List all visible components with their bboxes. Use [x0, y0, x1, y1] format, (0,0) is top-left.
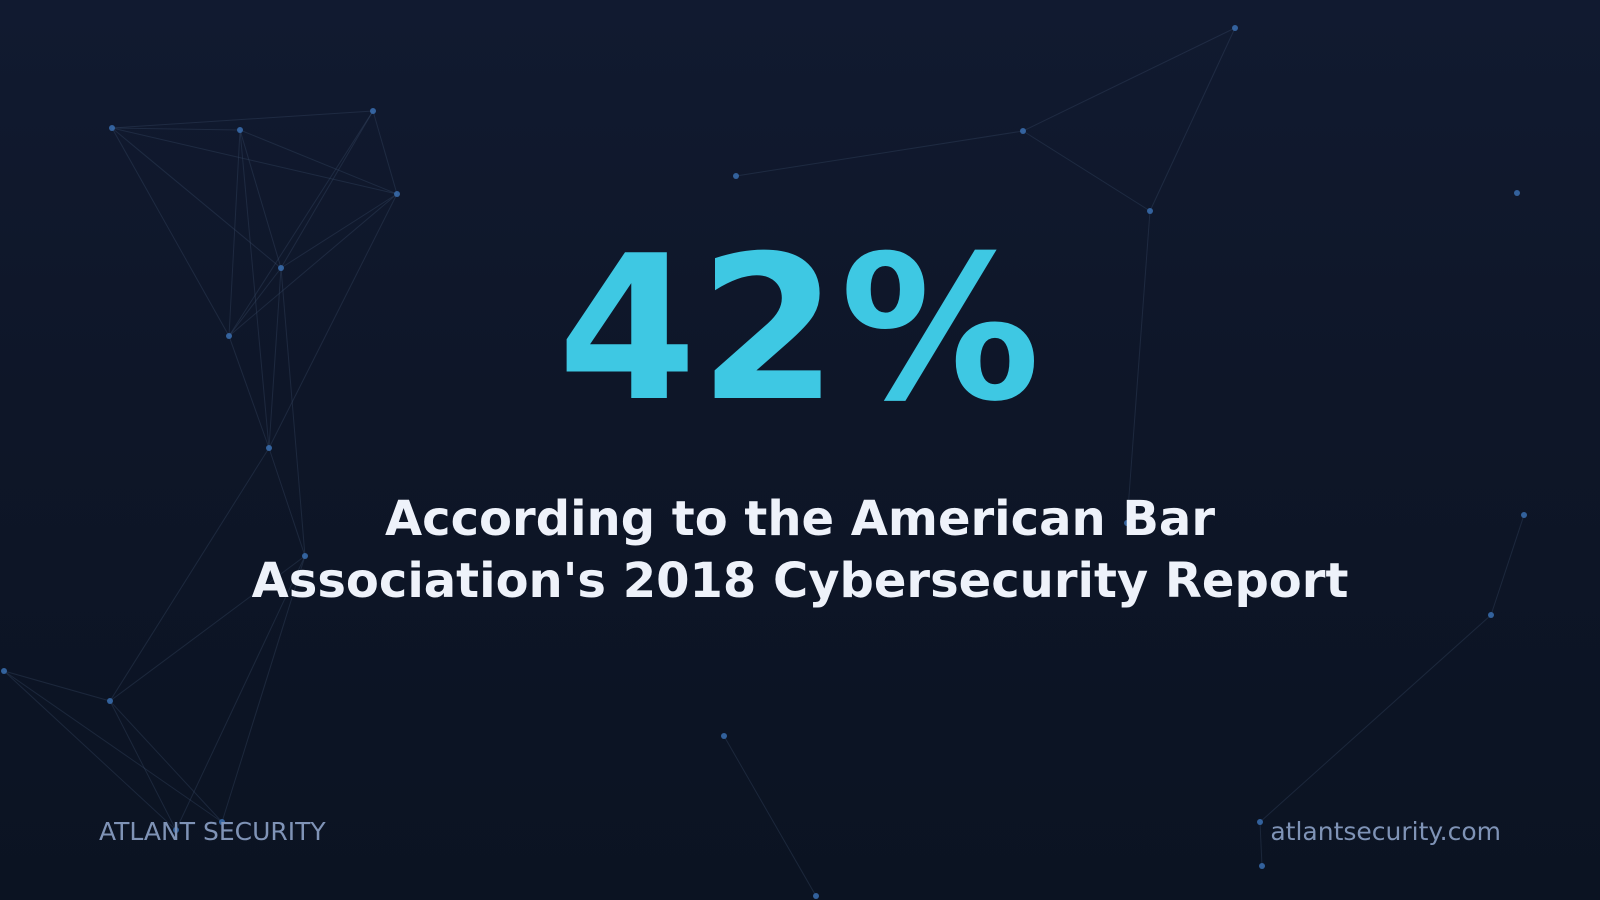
network-nodes — [1, 25, 1527, 899]
network-lines — [3, 27, 1525, 897]
caption-line-1: According to the American Bar — [385, 491, 1215, 547]
brand-name: ATLANT SECURITY — [99, 817, 326, 846]
caption-line-2: Association's 2018 Cybersecurity Report — [251, 553, 1349, 609]
website-url: atlantsecurity.com — [1270, 817, 1501, 846]
headline-statistic: 42% — [557, 213, 1043, 446]
statistic-caption: According to the American Bar Associatio… — [200, 488, 1400, 612]
